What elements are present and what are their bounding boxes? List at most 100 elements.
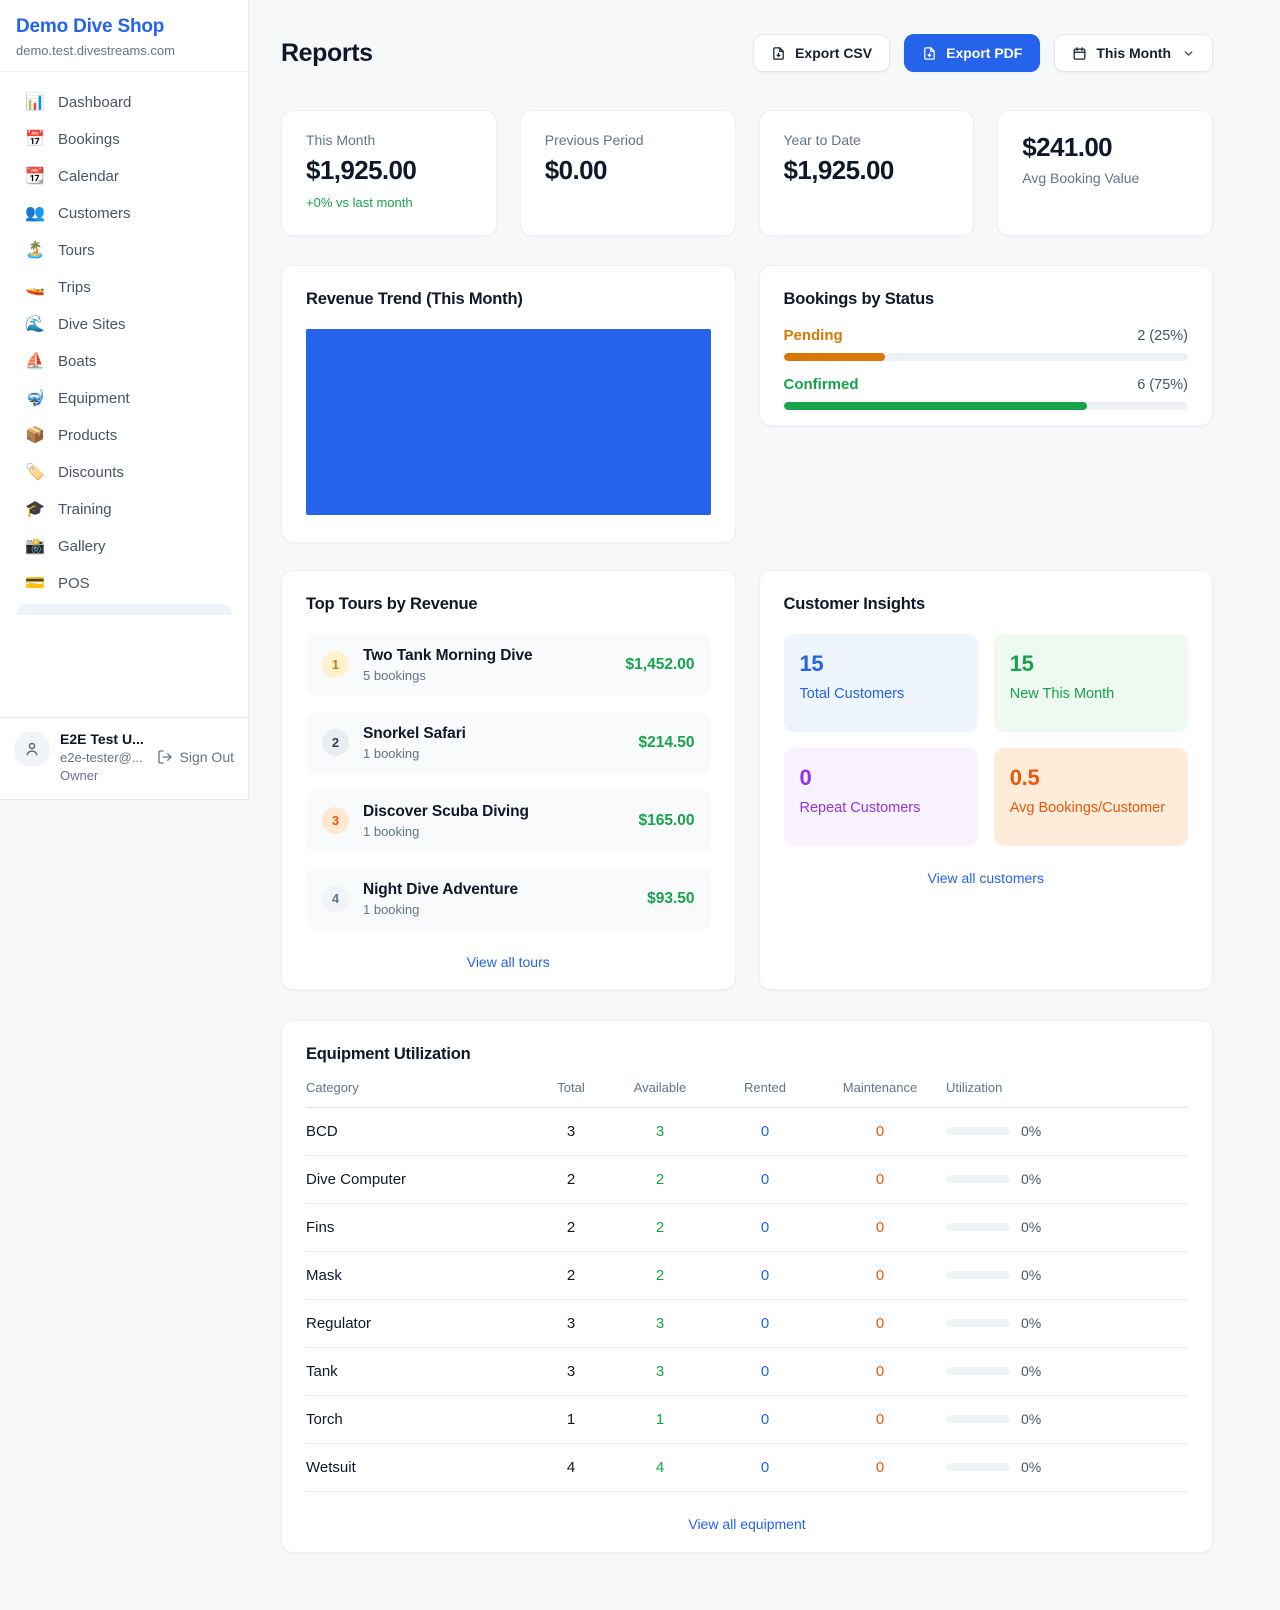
tour-row[interactable]: 2 Snorkel Safari 1 booking $214.50 xyxy=(306,711,711,774)
table-row: Torch 1 1 0 0 0% xyxy=(306,1396,1188,1444)
tour-name: Two Tank Morning Dive xyxy=(363,646,533,664)
equipment-rented: 0 xyxy=(760,1122,770,1140)
main-content: Reports Export CSV Export PDF xyxy=(249,0,1280,1593)
sidebar-item-label: Training xyxy=(58,501,112,518)
tile-value: 0 xyxy=(799,764,812,790)
col-rented: Rented xyxy=(744,1079,786,1095)
customer-insights-card: Customer Insights 15 Total Customers 15 … xyxy=(758,569,1213,990)
period-select[interactable]: This Month xyxy=(1054,34,1213,73)
equipment-total: 4 xyxy=(566,1458,576,1476)
equipment-rented: 0 xyxy=(760,1314,770,1332)
sidebar-item-dashboard[interactable]: 📊 Dashboard xyxy=(8,84,240,121)
equipment-rented: 0 xyxy=(760,1266,770,1284)
equipment-maintenance: 0 xyxy=(875,1458,885,1476)
status-label: Pending xyxy=(783,326,843,344)
utilization-percent: 0% xyxy=(1021,1459,1042,1475)
status-list: Pending 2 (25%) Confirmed 6 (75%) xyxy=(783,326,1188,410)
utilization-percent: 0% xyxy=(1021,1123,1042,1139)
sidebar-item-customers[interactable]: 👥 Customers xyxy=(8,195,240,232)
sidebar-item-discounts[interactable]: 🏷️ Discounts xyxy=(8,454,240,491)
sidebar-item-trips[interactable]: 🚤 Trips xyxy=(8,269,240,306)
sidebar-item-products[interactable]: 📦 Products xyxy=(8,417,240,454)
page-title: Reports xyxy=(281,38,373,67)
table-row: Mask 2 2 0 0 0% xyxy=(306,1252,1188,1300)
equipment-rented: 0 xyxy=(760,1362,770,1380)
stat-card-previous-period: Previous Period $0.00 xyxy=(519,109,736,236)
export-pdf-label: Export PDF xyxy=(946,45,1023,62)
sidebar-item-reports-partial[interactable] xyxy=(16,604,232,615)
export-csv-button[interactable]: Export CSV xyxy=(753,34,891,73)
equipment-total: 3 xyxy=(566,1362,576,1380)
status-progress-fill xyxy=(783,401,1087,410)
sidebar-item-pos[interactable]: 💳 POS xyxy=(8,565,240,602)
utilization-cell: 0% xyxy=(946,1411,1188,1427)
equipment-category: Fins xyxy=(306,1218,335,1236)
sidebar-item-bookings[interactable]: 📅 Bookings xyxy=(8,121,240,158)
stat-label: This Month xyxy=(306,131,376,148)
person-icon xyxy=(26,742,38,756)
tag-icon: 🏷️ xyxy=(25,463,45,481)
equipment-total: 1 xyxy=(566,1410,576,1428)
tour-bookings: 5 bookings xyxy=(363,667,426,683)
utilization-bar xyxy=(946,1367,1010,1375)
table-row: BCD 3 3 0 0 0% xyxy=(306,1108,1188,1156)
tour-row[interactable]: 3 Discover Scuba Diving 1 booking $165.0… xyxy=(306,789,711,852)
tear-off-calendar-icon: 📆 xyxy=(25,167,45,185)
bar-chart-icon: 📊 xyxy=(25,93,45,111)
equipment-category: Regulator xyxy=(306,1314,372,1332)
tour-revenue: $93.50 xyxy=(647,889,695,907)
wave-icon: 🌊 xyxy=(25,315,45,333)
equipment-category: Dive Computer xyxy=(306,1170,407,1188)
equipment-total: 3 xyxy=(566,1122,576,1140)
tour-row[interactable]: 1 Two Tank Morning Dive 5 bookings $1,45… xyxy=(306,633,711,696)
stat-delta: +0% vs last month xyxy=(306,194,413,210)
tour-revenue: $1,452.00 xyxy=(625,655,695,673)
sidebar-item-gallery[interactable]: 📸 Gallery xyxy=(8,528,240,565)
equipment-rented: 0 xyxy=(760,1458,770,1476)
island-icon: 🏝️ xyxy=(25,241,45,259)
stat-value: $0.00 xyxy=(544,154,608,185)
tour-list: 1 Two Tank Morning Dive 5 bookings $1,45… xyxy=(306,633,711,930)
brand-name: Demo Dive Shop xyxy=(16,16,165,37)
revenue-trend-title: Revenue Trend (This Month) xyxy=(306,289,523,308)
table-row: Wetsuit 4 4 0 0 0% xyxy=(306,1444,1188,1492)
equipment-category: Mask xyxy=(306,1266,342,1284)
tour-row[interactable]: 4 Night Dive Adventure 1 booking $93.50 xyxy=(306,867,711,930)
stat-value: $1,925.00 xyxy=(783,154,895,185)
sidebar-item-label: Tours xyxy=(58,242,95,259)
stat-label: Year to Date xyxy=(783,131,861,148)
sidebar-item-label: Equipment xyxy=(58,390,130,407)
bookings-by-status-card: Bookings by Status Pending 2 (25%) Confi… xyxy=(758,264,1213,426)
sidebar-item-calendar[interactable]: 📆 Calendar xyxy=(8,158,240,195)
utilization-cell: 0% xyxy=(946,1363,1188,1379)
sidebar-item-training[interactable]: 🎓 Training xyxy=(8,491,240,528)
tour-revenue: $165.00 xyxy=(638,811,695,829)
sidebar-item-label: Boats xyxy=(58,353,97,370)
brand-block: Demo Dive Shop demo.test.divestreams.com xyxy=(0,0,248,72)
view-all-equipment-link[interactable]: View all equipment xyxy=(688,1515,806,1532)
utilization-percent: 0% xyxy=(1021,1315,1042,1331)
user-email: e2e-tester@... xyxy=(60,750,143,765)
stat-card-this-month: This Month $1,925.00 +0% vs last month xyxy=(281,109,497,236)
sidebar-item-label: Customers xyxy=(58,205,131,222)
export-pdf-button[interactable]: Export PDF xyxy=(904,34,1041,73)
status-row-confirmed: Confirmed 6 (75%) xyxy=(783,376,1188,410)
equipment-available: 1 xyxy=(655,1410,665,1428)
sidebar-item-boats[interactable]: ⛵ Boats xyxy=(8,343,240,380)
brand-domain: demo.test.divestreams.com xyxy=(16,43,175,58)
diving-mask-icon: 🤿 xyxy=(25,389,45,407)
tile-label: Repeat Customers xyxy=(799,799,921,816)
people-icon: 👥 xyxy=(25,204,45,222)
view-all-tours-link[interactable]: View all tours xyxy=(466,953,550,970)
sidebar-nav: 📊 Dashboard 📅 Bookings 📆 Calendar 👥 Cust… xyxy=(0,72,248,717)
col-maintenance: Maintenance xyxy=(842,1079,918,1095)
sign-out-button[interactable]: Sign Out xyxy=(157,749,234,765)
view-all-customers-link[interactable]: View all customers xyxy=(927,869,1044,886)
user-name: E2E Test U... xyxy=(60,731,144,747)
sidebar-item-tours[interactable]: 🏝️ Tours xyxy=(8,232,240,269)
rank-badge: 1 xyxy=(322,651,349,678)
sidebar-item-dive-sites[interactable]: 🌊 Dive Sites xyxy=(8,306,240,343)
utilization-percent: 0% xyxy=(1021,1171,1042,1187)
sidebar-item-equipment[interactable]: 🤿 Equipment xyxy=(8,380,240,417)
equipment-category: Torch xyxy=(306,1410,343,1428)
